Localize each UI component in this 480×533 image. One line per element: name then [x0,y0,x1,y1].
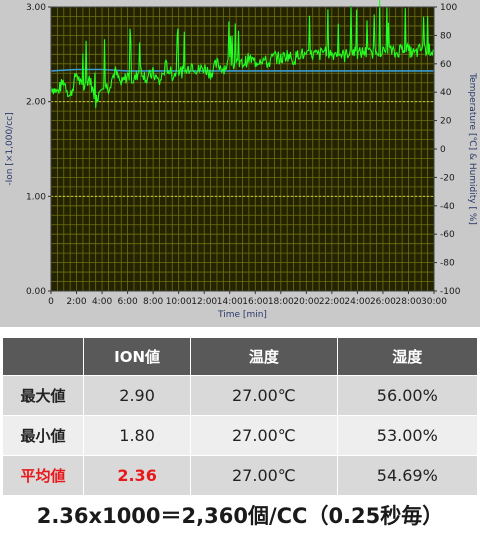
x-tick-label: 26:00 [370,297,396,307]
y-right-tick-label: -40 [440,202,455,212]
x-tick-label: 22:00 [319,297,345,307]
table-header-ion: ION値 [82,337,192,376]
y-left-axis-title: -Ion [×1,000/cc] [5,112,15,185]
row-label-avg: 平均値 [2,455,84,496]
table-header-row: ION値 温度 湿度 [2,337,479,376]
y-right-tick-label: 0 [440,145,446,155]
cell-ion: 2.36 [82,455,192,496]
x-tick-label: 12:00 [191,297,217,307]
x-axis-title: Time [min] [217,310,267,320]
x-tick-label: 20:00 [293,297,319,307]
y-right-tick-label: 20 [440,117,452,127]
y-right-tick-label: -80 [440,259,455,269]
x-tick-label: 14:00 [217,297,243,307]
x-tick-label: 6:00 [117,297,137,307]
cell-temp: 27.00℃ [190,455,338,496]
y-right-tick-label: 40 [440,88,452,98]
table-header-humidity: 湿度 [336,337,479,376]
y-right-tick-label: 80 [440,31,452,41]
cell-humidity: 54.69% [336,455,479,496]
cell-humidity: 53.00% [336,415,479,456]
x-tick-label: 18:00 [268,297,294,307]
x-tick-label: 2:00 [66,297,86,307]
ion-chart: 3.00 2.00 1.00 0.00 100 80 60 40 20 0 -20 -40 -60 -80… [5,0,477,320]
stats-table: ION値 温度 湿度 最大値 2.90 27.00℃ 56.00% 最小値 1.… [2,337,479,496]
x-tick-label: 10:00 [166,297,192,307]
x-tick-label: 24:00 [344,297,370,307]
x-tick-label: 16:00 [242,297,268,307]
x-tick-label: 8:00 [143,297,163,307]
y-right-axis-title: Temperature [℃] & Humidity [ %] [467,72,477,225]
table-row: 最大値 2.90 27.00℃ 56.00% [2,375,479,416]
cell-humidity: 56.00% [336,375,479,416]
y-left-tick-label: 1.00 [26,192,46,202]
table-row: 平均値 2.36 27.00℃ 54.69% [2,455,479,496]
y-right-tick-label: -20 [440,173,455,183]
cell-temp: 27.00℃ [190,375,338,416]
ion-line [50,0,435,109]
formula-text: 2.36x1000＝2,360個/CC（0.25秒毎） [36,504,444,528]
y-right-tick-label: 100 [440,3,457,13]
x-tick-label: 4:00 [92,297,112,307]
table-header-temp: 温度 [190,337,338,376]
table-header-corner [2,337,84,376]
chart-panel: 3.00 2.00 1.00 0.00 100 80 60 40 20 0 -20 -40 -60 -80… [0,0,480,327]
table-row: 最小値 1.80 27.00℃ 53.00% [2,415,479,456]
y-left-tick-label: 2.00 [26,98,46,108]
y-right-tick-label: -100 [440,287,461,297]
y-left-tick-label: 3.00 [26,3,46,13]
y-left-tick-label: 0.00 [26,287,46,297]
x-tick-label: 0 [48,297,54,307]
x-tick-label: 28:00 [395,297,421,307]
row-label-min: 最小値 [2,415,84,456]
cell-ion: 2.90 [82,375,192,416]
cell-ion: 1.80 [82,415,192,456]
x-tick-label: 30:00 [421,297,447,307]
row-label-max: 最大値 [2,375,84,416]
cell-temp: 27.00℃ [190,415,338,456]
y-right-tick-label: -60 [440,230,455,240]
y-right-tick-label: 60 [440,60,452,70]
